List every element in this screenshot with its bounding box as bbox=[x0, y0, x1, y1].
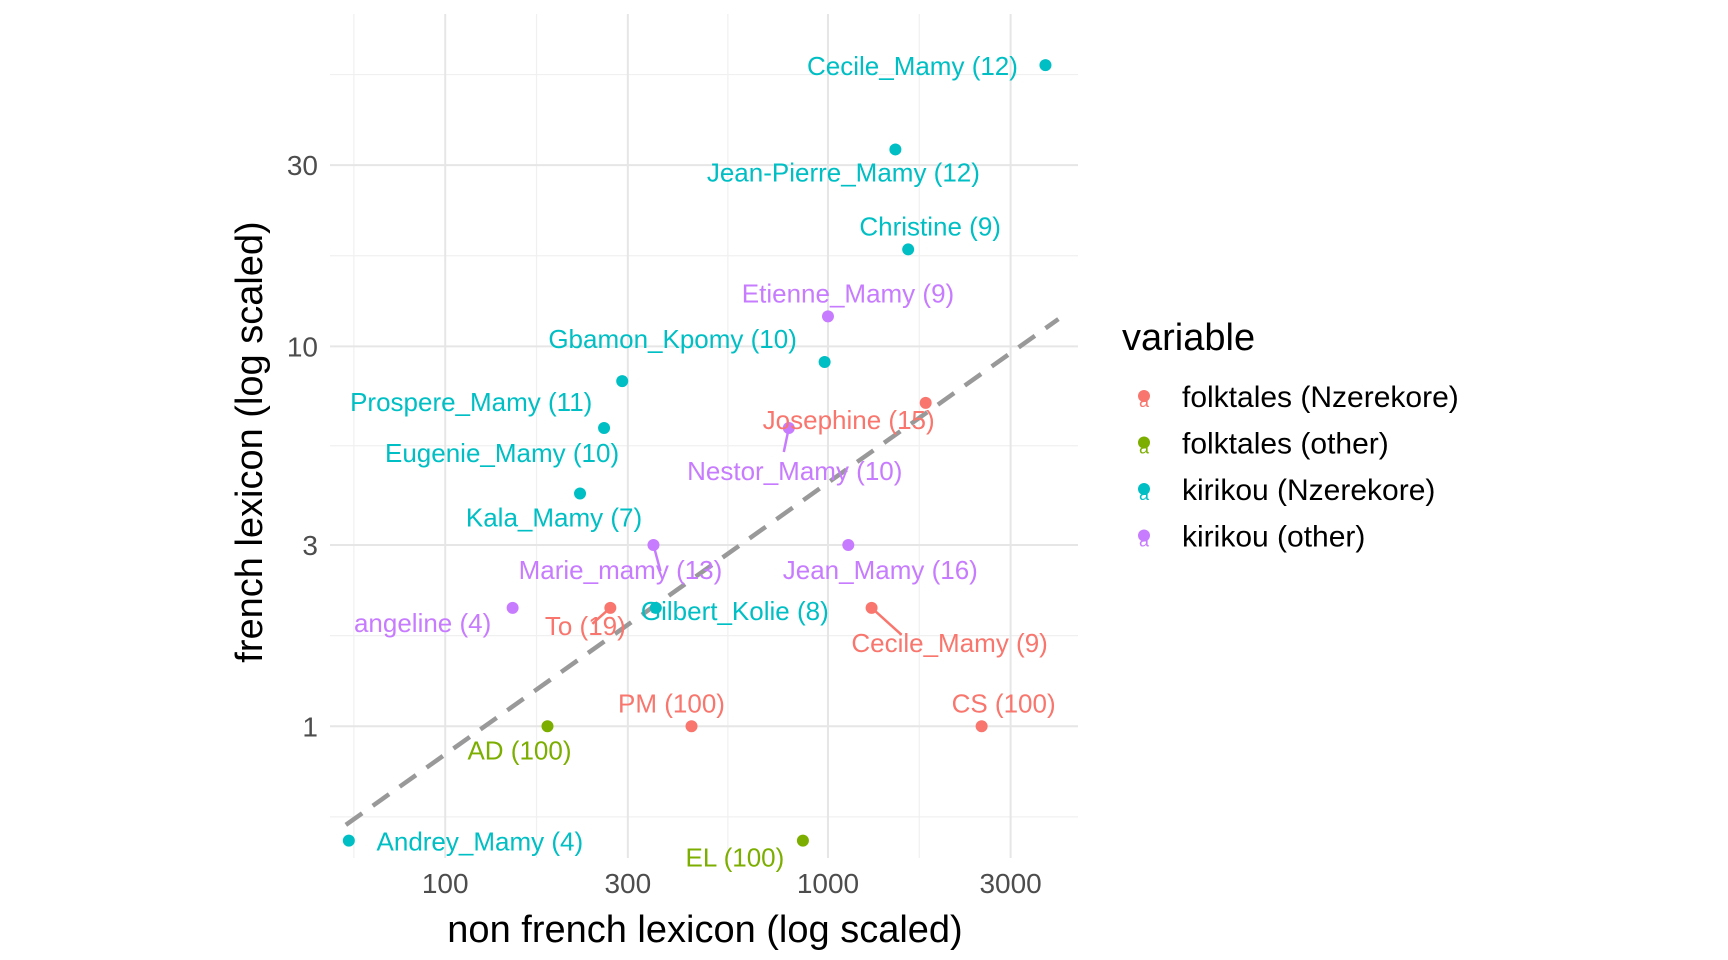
data-point bbox=[598, 421, 611, 434]
point-label: Nestor_Mamy (10) bbox=[687, 456, 902, 486]
point-label: Etienne_Mamy (9) bbox=[742, 278, 954, 308]
legend-label: kirikou (Nzerekore) bbox=[1182, 474, 1435, 507]
y-tick-label: 10 bbox=[287, 331, 318, 362]
legend: variable a folktales (Nzerekore) a folktale… bbox=[1122, 317, 1459, 554]
legend-entry: a kirikou (other) bbox=[1138, 521, 1365, 554]
legend-key-point bbox=[1138, 436, 1150, 449]
legend-key-glyph: a bbox=[1139, 438, 1150, 458]
point-label: CS (100) bbox=[952, 688, 1056, 718]
x-tick-label: 100 bbox=[422, 868, 469, 899]
y-tick-label: 3 bbox=[302, 530, 318, 561]
legend-label: folktales (Nzerekore) bbox=[1182, 381, 1459, 414]
legend-key-glyph: a bbox=[1139, 531, 1150, 551]
data-point bbox=[865, 601, 878, 614]
legend-key-glyph: a bbox=[1139, 484, 1150, 504]
y-axis-ticks: 1 3 10 30 bbox=[287, 150, 318, 742]
data-point bbox=[1039, 59, 1052, 72]
data-point bbox=[574, 487, 587, 500]
data-points bbox=[342, 59, 1052, 847]
legend-key-point bbox=[1138, 483, 1150, 495]
label-connector bbox=[870, 606, 903, 636]
point-label: Kala_Mamy (7) bbox=[466, 502, 642, 532]
data-point bbox=[506, 601, 519, 614]
point-label: Gilbert_Kolie (8) bbox=[641, 596, 829, 626]
legend-key-point bbox=[1138, 390, 1150, 402]
data-point bbox=[818, 355, 831, 368]
legend-entry: a kirikou (Nzerekore) bbox=[1138, 474, 1435, 507]
data-point bbox=[647, 539, 660, 552]
data-point bbox=[975, 720, 988, 733]
data-point bbox=[821, 310, 834, 323]
y-tick-label: 1 bbox=[302, 711, 318, 742]
point-label: AD (100) bbox=[467, 735, 571, 765]
legend-entry: a folktales (Nzerekore) bbox=[1138, 381, 1459, 414]
x-axis-title: non french lexicon (log scaled) bbox=[447, 909, 962, 951]
point-label: Christine (9) bbox=[859, 211, 1001, 241]
data-point bbox=[342, 834, 355, 847]
reference-line bbox=[344, 317, 1060, 827]
point-label: Jean_Mamy (16) bbox=[783, 555, 978, 585]
y-tick-label: 30 bbox=[287, 150, 318, 181]
point-label: Jean-Pierre_Mamy (12) bbox=[707, 157, 980, 187]
data-point bbox=[541, 720, 554, 733]
x-tick-label: 3000 bbox=[979, 868, 1041, 899]
x-tick-label: 300 bbox=[604, 868, 651, 899]
legend-entry: a folktales (other) bbox=[1138, 428, 1389, 461]
point-labels: Josephine (15) Cecile_Mamy (9) To (19) PM (… bbox=[350, 51, 1056, 872]
x-tick-label: 1000 bbox=[797, 868, 859, 899]
x-axis-ticks: 100 300 1000 3000 bbox=[422, 868, 1042, 899]
data-point bbox=[902, 243, 915, 256]
grid bbox=[330, 14, 1078, 858]
data-point bbox=[604, 601, 617, 614]
reference-line-group bbox=[344, 317, 1060, 827]
point-label: Gbamon_Kpomy (10) bbox=[548, 324, 797, 354]
legend-label: kirikou (other) bbox=[1182, 521, 1365, 554]
legend-entries: a folktales (Nzerekore) a folktales (other)… bbox=[1138, 381, 1459, 554]
y-axis-title: french lexicon (log scaled) bbox=[229, 221, 271, 662]
data-point bbox=[889, 143, 902, 156]
legend-title: variable bbox=[1122, 317, 1255, 359]
point-label: Marie_mamy (13) bbox=[519, 555, 723, 585]
legend-key-point bbox=[1138, 529, 1150, 542]
point-label: Josephine (15) bbox=[763, 405, 935, 435]
point-label: PM (100) bbox=[618, 688, 725, 718]
data-point bbox=[616, 375, 629, 388]
point-label: angeline (4) bbox=[354, 608, 491, 638]
point-label: To (19) bbox=[545, 611, 626, 641]
data-point bbox=[685, 720, 698, 733]
data-point bbox=[796, 834, 809, 847]
data-point bbox=[842, 539, 855, 552]
data-point bbox=[919, 396, 932, 409]
point-label: Cecile_Mamy (12) bbox=[807, 51, 1018, 81]
point-label: Cecile_Mamy (9) bbox=[851, 628, 1048, 658]
point-label: Eugenie_Mamy (10) bbox=[385, 438, 619, 468]
legend-key-glyph: a bbox=[1139, 391, 1150, 411]
data-point bbox=[649, 601, 662, 614]
point-label: Prospere_Mamy (11) bbox=[350, 387, 592, 417]
point-label: Andrey_Mamy (4) bbox=[377, 827, 584, 857]
point-label: EL (100) bbox=[686, 843, 785, 873]
data-point bbox=[782, 421, 795, 434]
legend-label: folktales (other) bbox=[1182, 428, 1389, 461]
